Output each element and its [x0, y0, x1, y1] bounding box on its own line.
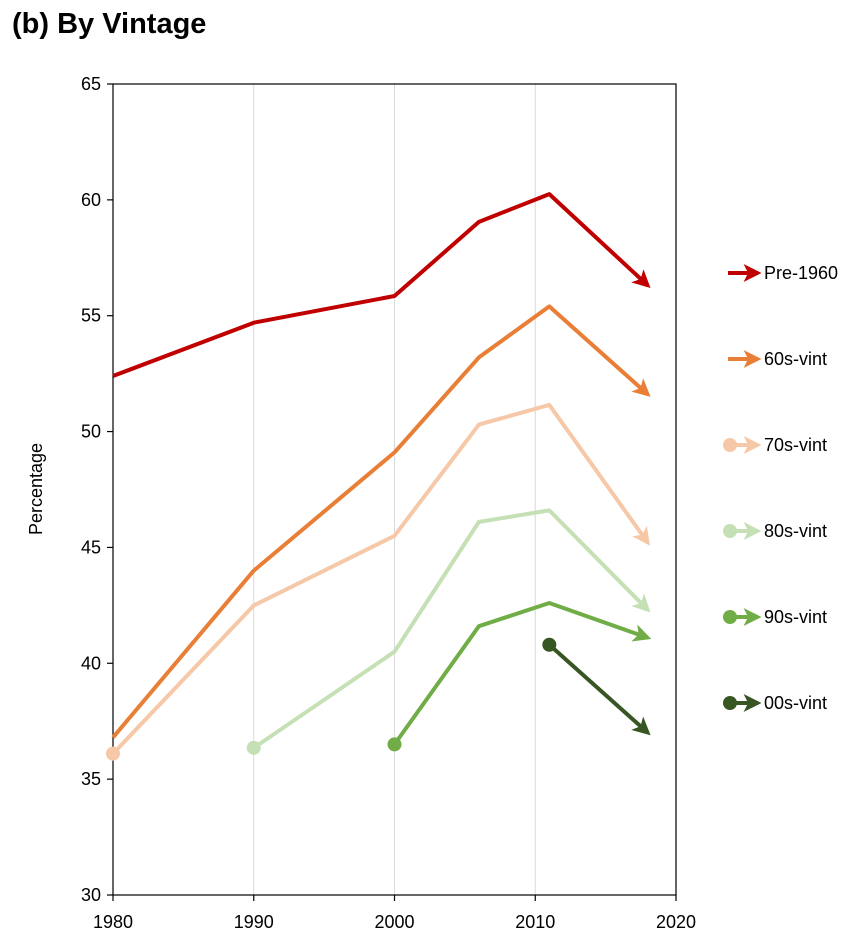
series-lines [106, 192, 652, 761]
y-tick-label-35: 35 [81, 769, 101, 789]
legend: Pre-1960 60s-vint 70s-vint 80s-vint 90s-vint… [723, 263, 838, 713]
legend-label-pre-1960: Pre-1960 [764, 263, 838, 283]
y-tick-label-55: 55 [81, 306, 101, 326]
x-tick-label-1990: 1990 [234, 912, 274, 932]
x-tick-label-2010: 2010 [515, 912, 555, 932]
legend-label-80s-vint: 80s-vint [764, 521, 827, 541]
series-line-pre-1960 [112, 192, 651, 378]
x-tick-label-2020: 2020 [656, 912, 696, 932]
y-tick-label-40: 40 [81, 653, 101, 673]
legend-label-70s-vint: 70s-vint [764, 435, 827, 455]
series-line-90s-vint [392, 601, 652, 746]
legend-label-90s-vint: 90s-vint [764, 607, 827, 627]
y-tick-label-30: 30 [81, 885, 101, 905]
legend-label-60s-vint: 60s-vint [764, 349, 827, 369]
series-start-marker-80s-vint [246, 740, 261, 755]
gridlines [253, 84, 536, 895]
y-axis-title: Percentage [26, 443, 46, 535]
y-tick-label-60: 60 [81, 190, 101, 210]
series-start-marker-00s-vint [542, 637, 557, 652]
series-line-70s-vint [111, 402, 650, 756]
legend-label-00s-vint: 00s-vint [764, 693, 827, 713]
series-line-60s-vint [111, 304, 651, 739]
series-line-80s-vint [252, 508, 651, 750]
y-tick-label-50: 50 [81, 422, 101, 442]
y-tick-label-65: 65 [81, 74, 101, 94]
x-tick-label-1980: 1980 [93, 912, 133, 932]
series-start-marker-90s-vint [387, 737, 402, 752]
series-line-00s-vint [547, 643, 651, 736]
y-tick-label-45: 45 [81, 537, 101, 557]
axes: 30 35 40 45 50 55 60 65 1980 1990 2000 2010 2020 [81, 74, 696, 932]
chart-title: (b) By Vintage [12, 8, 207, 40]
x-tick-label-2000: 2000 [374, 912, 414, 932]
series-start-marker-70s-vint [106, 746, 120, 761]
